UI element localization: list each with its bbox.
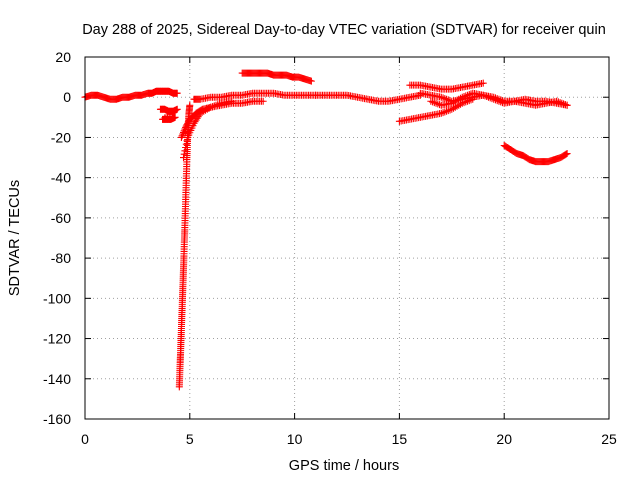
data-point <box>560 100 568 108</box>
plot-frame <box>84 56 610 420</box>
data-point <box>441 108 449 116</box>
data-point <box>488 95 496 103</box>
series-recovery-2 <box>180 97 236 162</box>
data-point <box>484 93 492 101</box>
data-point <box>171 113 179 121</box>
data-point <box>180 150 188 158</box>
data-point <box>432 99 440 107</box>
y-tick-label: -40 <box>51 170 71 186</box>
data-point <box>177 133 185 141</box>
data-point <box>497 98 505 106</box>
data-point <box>446 106 454 114</box>
data-point <box>563 101 571 109</box>
grid-lines <box>85 57 609 419</box>
y-tick-label: -80 <box>51 250 71 266</box>
data-point <box>209 103 217 111</box>
y-tick-label: -140 <box>43 371 71 387</box>
data-point <box>228 97 236 105</box>
data-point <box>483 93 491 101</box>
x-tick-label: 5 <box>186 431 194 447</box>
data-point <box>563 150 571 158</box>
y-tick-label: -100 <box>43 290 71 306</box>
data-point <box>212 101 220 109</box>
x-tick-label: 25 <box>601 431 617 447</box>
data-point <box>493 97 501 105</box>
data-point <box>464 91 472 99</box>
data-point <box>181 147 189 155</box>
data-point <box>479 91 487 99</box>
data-point <box>182 144 190 151</box>
y-tick-label: -20 <box>51 129 71 145</box>
axis-ticks: 0 5 10 15 20 25 20 0 -20 -40 -60 -80 -100 -120 -140 -16… <box>43 49 617 447</box>
data-point <box>429 98 437 106</box>
series-steep-dip <box>175 101 194 391</box>
data-point <box>437 109 445 117</box>
y-tick-label: -60 <box>51 210 71 226</box>
data-point <box>556 99 564 107</box>
data-point <box>180 128 188 136</box>
y-tick-label: -160 <box>43 411 71 427</box>
data-point <box>183 137 191 145</box>
x-tick-label: 0 <box>81 431 89 447</box>
series-short-dips <box>156 105 181 123</box>
y-tick-label: 0 <box>63 89 71 105</box>
data-point <box>561 101 569 109</box>
x-tick-label: 15 <box>392 431 408 447</box>
data-point <box>173 89 181 97</box>
data-point <box>554 98 562 106</box>
data-point <box>462 92 470 100</box>
x-tick-label: 10 <box>287 431 303 447</box>
data-point <box>430 99 438 107</box>
data-point <box>553 97 561 105</box>
y-tick-label: -120 <box>43 331 71 347</box>
series-afternoon-4 <box>427 89 571 109</box>
series-late-arc <box>500 141 571 166</box>
data-points <box>81 69 571 391</box>
data-point <box>439 94 447 102</box>
data-point <box>186 101 194 109</box>
data-point <box>205 104 213 112</box>
x-tick-label: 20 <box>496 431 512 447</box>
series-afternoon-2 <box>406 79 487 93</box>
data-point <box>481 92 489 100</box>
series-high-arc <box>238 69 315 85</box>
data-point <box>307 77 315 85</box>
series-midday <box>312 91 424 105</box>
data-point <box>458 93 466 101</box>
data-point <box>460 93 468 101</box>
data-point <box>495 97 503 105</box>
data-point <box>562 150 570 158</box>
y-axis-label: SDTVAR / TECUs <box>7 180 23 296</box>
series-early <box>81 87 181 103</box>
data-point <box>558 99 566 107</box>
data-point <box>178 132 186 140</box>
chart-title: Day 288 of 2025, Sidereal Day-to-day VTE… <box>82 22 606 38</box>
data-point <box>457 94 465 102</box>
data-point <box>182 140 190 148</box>
data-point <box>259 97 267 105</box>
data-point <box>180 154 188 162</box>
data-point <box>427 97 435 105</box>
data-point <box>439 109 447 117</box>
data-point <box>479 79 487 87</box>
data-point <box>180 127 188 135</box>
data-point <box>444 107 452 115</box>
data-point <box>179 130 187 138</box>
data-point <box>491 96 499 104</box>
data-point <box>490 95 498 103</box>
y-tick-label: 20 <box>55 49 71 65</box>
data-point <box>441 95 449 103</box>
data-point <box>434 100 442 108</box>
data-point <box>437 93 445 101</box>
data-point <box>443 107 451 115</box>
x-axis-label: GPS time / hours <box>289 458 399 474</box>
data-point <box>207 103 215 111</box>
data-point <box>465 91 473 99</box>
data-point <box>210 102 218 110</box>
data-point <box>215 100 223 108</box>
data-point <box>214 101 222 109</box>
data-point <box>181 125 189 133</box>
data-point <box>486 94 494 102</box>
